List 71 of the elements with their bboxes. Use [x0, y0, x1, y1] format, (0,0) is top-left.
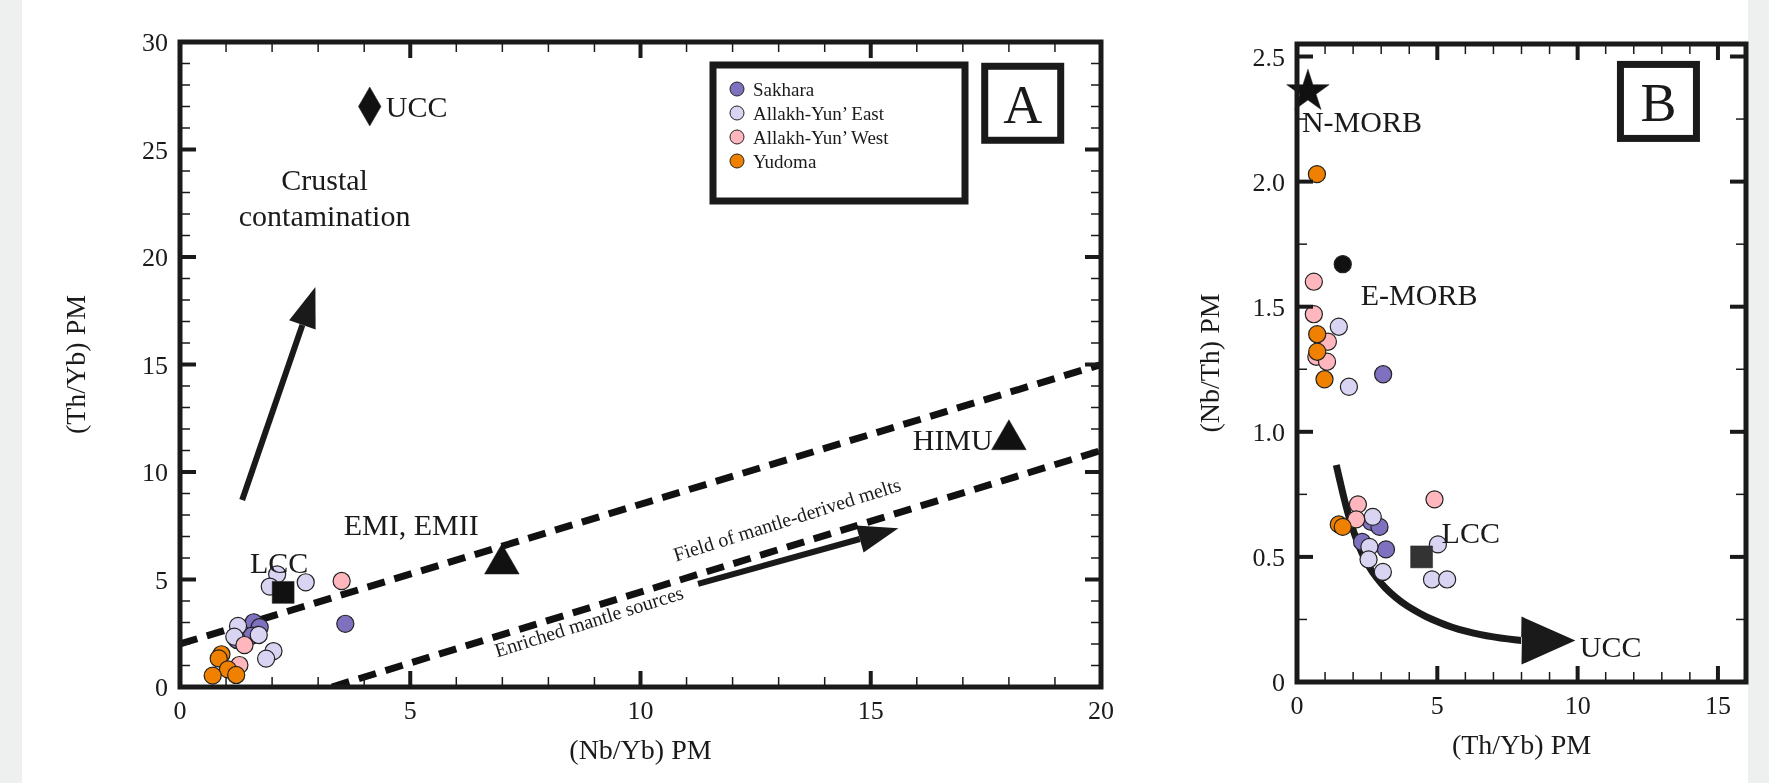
- point: [1348, 495, 1368, 514]
- annotation: HIMU: [912, 423, 994, 457]
- annotation: N-MORB: [1301, 105, 1422, 139]
- x-axis-title: (Nb/Yb) PM: [569, 734, 712, 765]
- point: [336, 614, 355, 633]
- point: [1304, 305, 1323, 324]
- y-tick-label: 1.0: [1252, 417, 1285, 447]
- x-tick-label: 15: [857, 696, 884, 725]
- legend-label: Allakh-Yun’ East: [753, 102, 885, 124]
- y-tick-label: 20: [142, 243, 168, 273]
- annotation: A: [1003, 74, 1043, 135]
- point: [1425, 490, 1444, 509]
- y-tick-label: 0.5: [1252, 543, 1285, 572]
- y-axis-title: (Th/Yb) PM: [60, 294, 91, 435]
- annotation: E-MORB: [1360, 277, 1478, 311]
- annotation: LCC: [1441, 516, 1500, 550]
- point: [1373, 562, 1393, 582]
- legend-label: Sakhara: [753, 78, 815, 100]
- point: [1315, 370, 1334, 389]
- x-axis-title: (Th/Yb) PM: [1451, 729, 1592, 760]
- x-tick-label: 20: [1088, 696, 1114, 725]
- y-tick-label: 10: [142, 458, 168, 488]
- point: [1363, 507, 1382, 527]
- point: [1410, 545, 1433, 569]
- point: [235, 635, 254, 655]
- y-tick-label: 2.5: [1252, 42, 1285, 72]
- y-tick-label: 2.0: [1252, 167, 1285, 197]
- point: [296, 573, 315, 592]
- point: [271, 581, 295, 604]
- annotation: Enriched mantle sources: [491, 581, 687, 662]
- annotation: Crustal contamination: [238, 163, 411, 233]
- y-tick-label: 0: [1272, 668, 1285, 698]
- y-tick-label: 15: [142, 350, 168, 380]
- point: [1333, 255, 1352, 274]
- point: [1437, 570, 1457, 589]
- y-axis-title: (Nb/Th) PM: [1194, 293, 1225, 433]
- point: [1422, 570, 1442, 589]
- annotation: UCC: [1579, 630, 1642, 664]
- x-tick-label: 5: [1430, 691, 1444, 720]
- point: [256, 649, 276, 668]
- point: [1308, 342, 1327, 361]
- point: [249, 625, 268, 645]
- point: [1359, 550, 1378, 569]
- x-tick-label: 15: [1704, 691, 1731, 720]
- point: [1329, 317, 1348, 336]
- x-tick-label: 5: [403, 696, 417, 725]
- y-tick-label: 1.5: [1252, 292, 1285, 322]
- x-tick-label: 0: [173, 696, 187, 725]
- point: [1347, 510, 1366, 529]
- point: [203, 666, 222, 685]
- y-tick-label: 25: [142, 135, 168, 165]
- point: [1307, 164, 1327, 184]
- legend-label: Yudoma: [753, 150, 817, 172]
- point: [1376, 540, 1396, 559]
- y-tick-label: 5: [155, 565, 168, 595]
- annotation: EMI, EMII: [343, 507, 479, 541]
- annotation: B: [1640, 72, 1677, 133]
- x-tick-label: 10: [1564, 691, 1591, 720]
- point: [1339, 377, 1359, 396]
- annotation: LCC: [249, 545, 309, 579]
- point: [1333, 517, 1352, 537]
- y-tick-label: 30: [142, 28, 168, 58]
- x-tick-label: 10: [627, 696, 654, 725]
- point: [1304, 272, 1323, 291]
- annotation: UCC: [385, 90, 448, 123]
- x-tick-label: 0: [1290, 691, 1304, 720]
- point: [227, 665, 246, 685]
- point: [332, 571, 351, 591]
- point: [1374, 365, 1393, 384]
- point: [1308, 325, 1327, 344]
- legend-label: Allakh-Yun’ West: [753, 126, 890, 148]
